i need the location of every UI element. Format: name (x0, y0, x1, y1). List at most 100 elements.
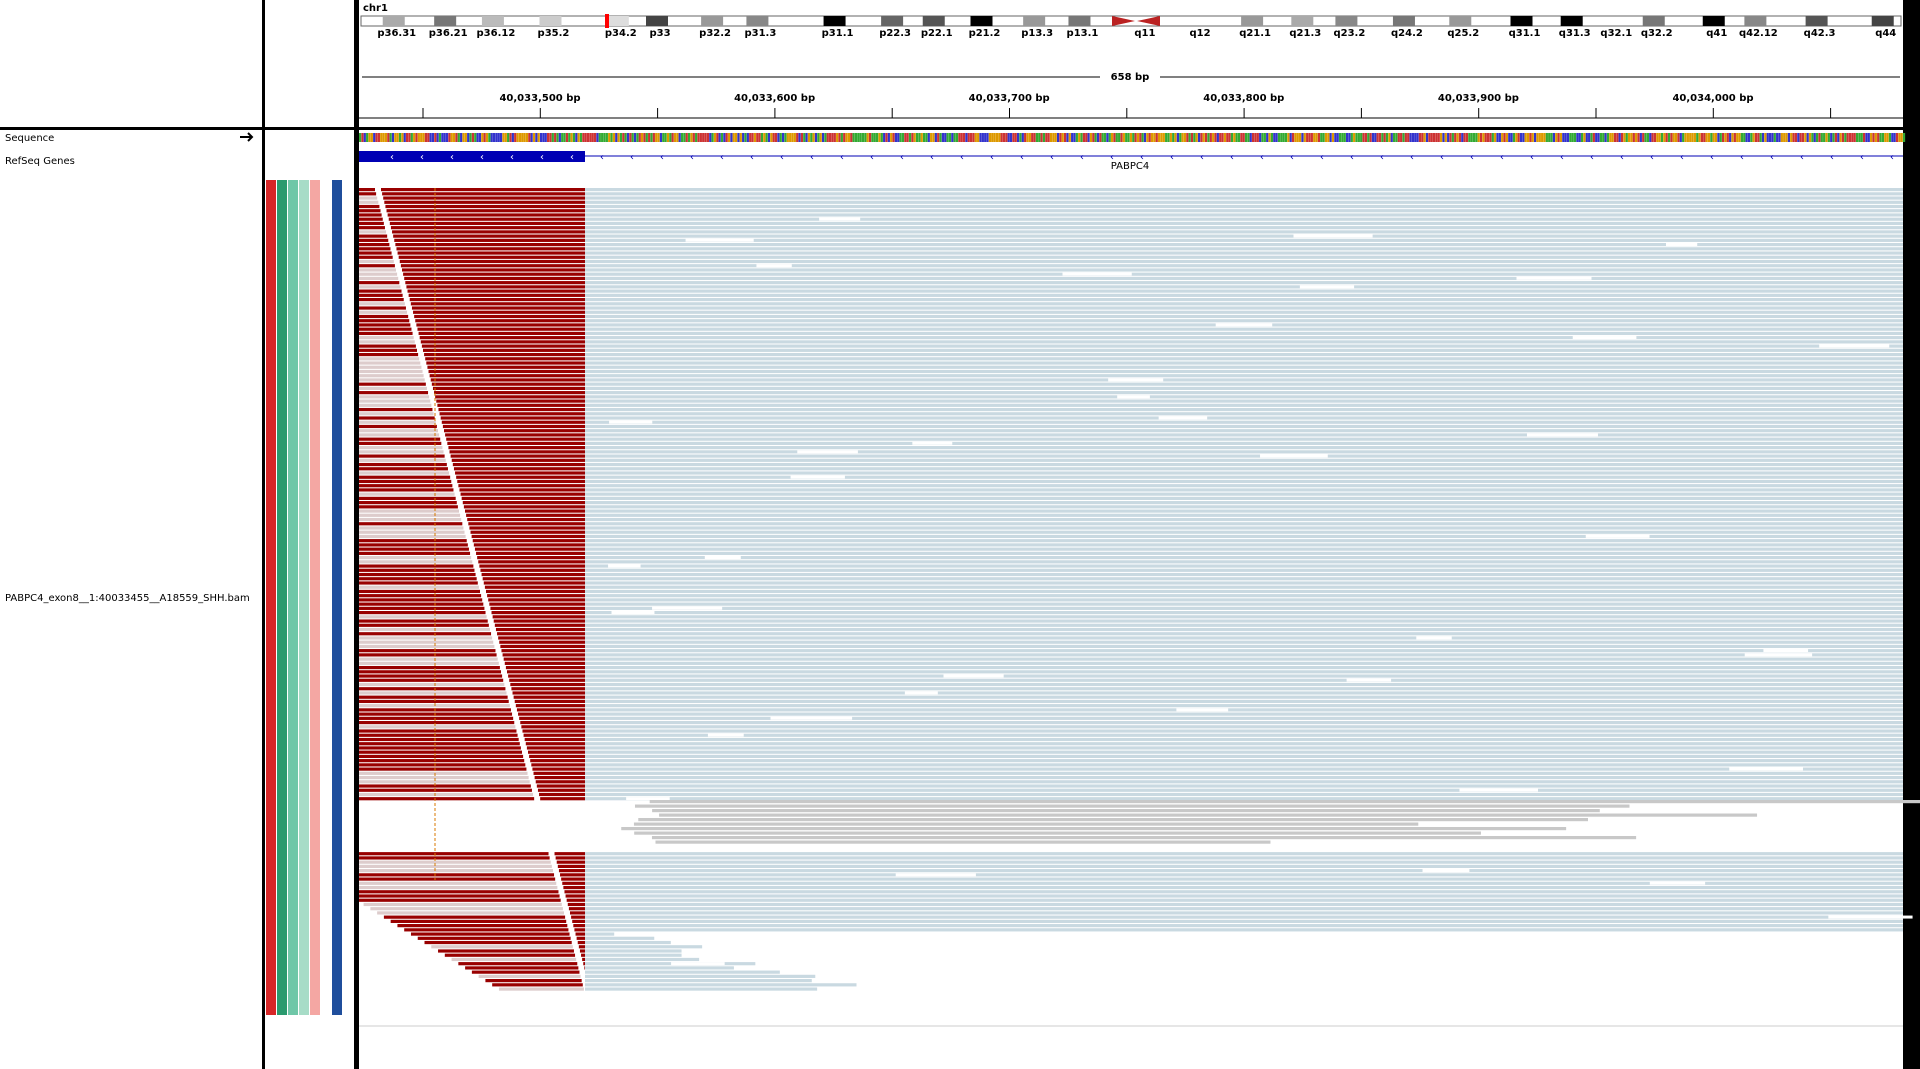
base (1870, 133, 1873, 142)
base (871, 133, 874, 142)
base (1860, 133, 1863, 142)
cytoband (1805, 16, 1828, 26)
read (393, 234, 585, 238)
base (631, 133, 634, 142)
read (585, 699, 1903, 704)
read (585, 382, 1903, 386)
strand: ‹ (480, 152, 484, 163)
base (826, 133, 829, 142)
read (525, 742, 585, 746)
base (598, 133, 601, 142)
chromosome: chr1 (363, 3, 388, 14)
cytoband (1871, 16, 1894, 26)
strand-arrow[interactable] (240, 132, 254, 142)
read (585, 327, 1903, 331)
base (1416, 133, 1419, 142)
read (585, 687, 1903, 691)
cytoband (701, 16, 724, 26)
read (499, 640, 585, 644)
base (662, 133, 665, 142)
base (624, 133, 627, 142)
read (585, 192, 1903, 196)
base (1385, 133, 1389, 142)
base (991, 133, 994, 142)
base (1414, 133, 1417, 142)
read (585, 505, 1903, 509)
base (420, 133, 423, 142)
ruler-label: 40,033,700 bp (969, 93, 1050, 104)
read (414, 314, 585, 319)
soft-clip (359, 661, 499, 665)
cytoband (1241, 16, 1264, 26)
base (709, 133, 712, 142)
base (838, 133, 841, 142)
base (401, 133, 404, 142)
base (1024, 133, 1027, 142)
base (1895, 133, 1899, 142)
base (1475, 133, 1478, 142)
read (585, 344, 1903, 348)
mismatch (943, 674, 1004, 678)
attribute (288, 180, 298, 1015)
base (1846, 133, 1849, 142)
read (585, 712, 1903, 716)
base (756, 133, 759, 142)
cytoband (1449, 16, 1472, 26)
base (859, 133, 862, 142)
base (1362, 133, 1365, 142)
base (1059, 133, 1062, 142)
read (383, 196, 585, 200)
read-gray (655, 840, 1271, 844)
read (585, 737, 1903, 742)
base (1677, 133, 1680, 142)
soft-clip (359, 259, 394, 264)
base (1212, 133, 1215, 142)
base (652, 133, 655, 142)
read (585, 386, 1903, 391)
base (1731, 133, 1734, 142)
soft-clip (359, 382, 426, 386)
base (568, 133, 571, 142)
base (488, 133, 491, 142)
base (1830, 133, 1833, 142)
base (974, 133, 977, 142)
soft-clip (438, 949, 574, 953)
soft-clip (359, 209, 381, 213)
base (713, 133, 717, 142)
read (519, 716, 585, 720)
cytoband-label: q12 (1189, 28, 1210, 39)
base (1461, 133, 1464, 142)
base (817, 133, 820, 142)
read (442, 424, 585, 429)
soft-clip (359, 399, 431, 403)
soft-clip (359, 678, 504, 682)
read (469, 526, 585, 530)
base (866, 133, 869, 142)
read-gray (633, 822, 1419, 826)
base (1886, 133, 1889, 142)
strand: ‹ (1260, 152, 1264, 163)
read (474, 547, 585, 551)
soft-clip (363, 902, 562, 907)
track-name: RefSeq Genes (5, 156, 75, 167)
base (431, 133, 435, 142)
header-divider (0, 127, 1903, 130)
read (431, 382, 585, 386)
base (406, 133, 409, 142)
base (1888, 133, 1892, 142)
cytoband-label: q24.2 (1391, 28, 1423, 39)
cytoband-label: p33 (649, 28, 670, 39)
strand: ‹ (420, 152, 424, 163)
soft-clip (359, 754, 524, 759)
read (557, 864, 585, 868)
read (585, 450, 1903, 454)
base (1068, 133, 1071, 142)
soft-clip (478, 974, 581, 978)
base (1158, 133, 1161, 142)
base (861, 133, 865, 142)
base (1550, 133, 1553, 142)
cytoband (382, 16, 405, 26)
base (904, 133, 907, 142)
soft-clip (359, 374, 424, 378)
cytoband (1702, 16, 1725, 26)
